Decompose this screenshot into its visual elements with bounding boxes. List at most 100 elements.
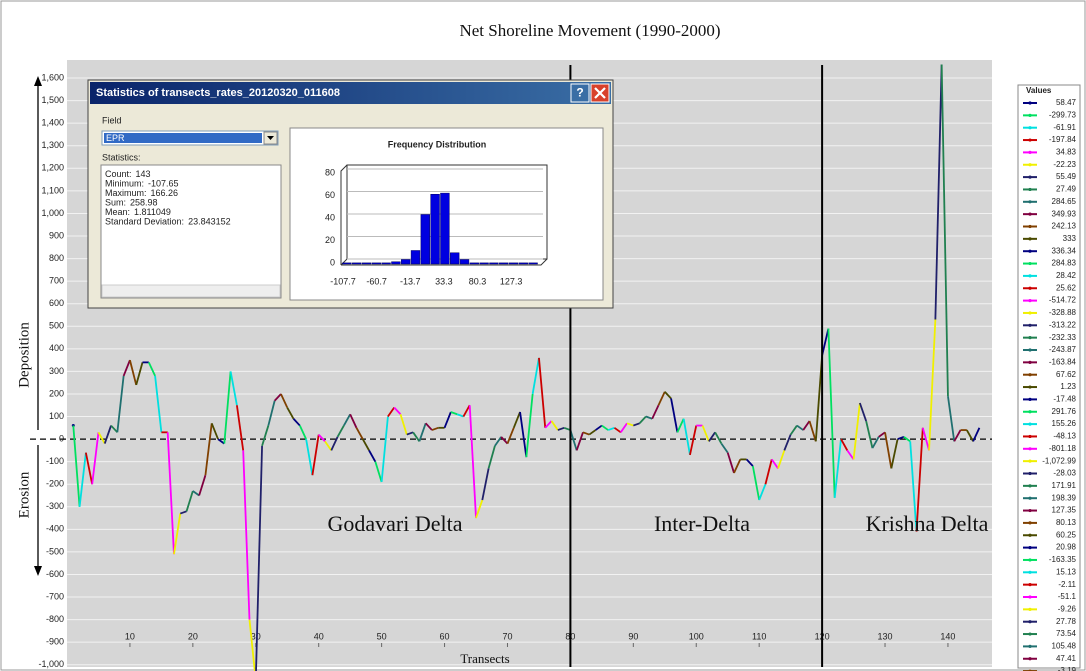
legend-label: -163.84 <box>1049 357 1077 366</box>
line-segment <box>758 483 767 501</box>
histogram-bar <box>381 262 391 265</box>
histogram-bar <box>518 262 528 265</box>
line-segment <box>280 393 289 408</box>
line-segment <box>940 64 949 397</box>
line-segment <box>456 413 464 418</box>
legend-label: 15.13 <box>1056 567 1077 576</box>
y-tick-label: 1,500 <box>41 95 64 105</box>
scrollbar[interactable] <box>101 284 281 298</box>
line-segment <box>846 449 855 460</box>
legend-dot <box>1028 126 1032 130</box>
dropdown-arrow <box>267 136 274 140</box>
line-segment <box>871 436 880 449</box>
line-segment <box>582 431 590 436</box>
line-segment <box>204 423 213 476</box>
legend-dot <box>1028 459 1032 463</box>
legend-label: 25.62 <box>1056 283 1077 292</box>
legend-dot <box>1028 200 1032 204</box>
legend-dot <box>1028 620 1032 624</box>
line-segment <box>343 413 351 426</box>
line-segment <box>682 418 691 456</box>
legend-label: -313.22 <box>1049 320 1077 329</box>
x-tick-label: 110 <box>752 631 766 641</box>
line-segment <box>525 393 534 458</box>
line-segment <box>915 427 924 532</box>
stat-value: 1.811049 <box>134 207 171 217</box>
y-tick-label: 300 <box>49 366 64 376</box>
x-tick-label: 100 <box>689 631 704 641</box>
y-tick-label: 700 <box>49 276 64 286</box>
line-segment <box>878 431 886 438</box>
legend-label: -28.03 <box>1053 469 1076 478</box>
legend-label: -243.87 <box>1049 345 1077 354</box>
line-segment <box>865 420 874 449</box>
y-tick-label: 0 <box>59 433 64 443</box>
x-tick-label: -13.7 <box>400 276 421 286</box>
line-segment <box>481 468 490 501</box>
line-segment <box>129 359 138 386</box>
line-segment <box>443 411 452 429</box>
line-segment <box>626 422 634 427</box>
line-segment <box>814 355 823 442</box>
stat-name: Count: <box>105 169 132 179</box>
stat-name: Standard Deviation: <box>105 217 184 227</box>
chart-title: Net Shoreline Movement (1990-2000) <box>459 21 720 40</box>
line-segment <box>852 402 861 460</box>
line-segment <box>399 414 408 435</box>
legend-label: 336.34 <box>1052 246 1077 255</box>
stat-value: -107.65 <box>148 179 179 189</box>
y-tick-label: 1,100 <box>41 185 64 195</box>
legend-label: -2.11 <box>1058 580 1076 589</box>
histogram-bar <box>479 262 489 265</box>
line-segment <box>305 438 314 476</box>
legend-label: 291.76 <box>1052 407 1077 416</box>
line-segment <box>387 406 395 418</box>
legend-label: 349.93 <box>1052 209 1077 218</box>
legend-label: -22.23 <box>1053 160 1076 169</box>
y-tick-label: 400 <box>49 343 64 353</box>
y-tick-label: -600 <box>46 569 64 579</box>
x-tick-label: -107.7 <box>330 276 356 286</box>
line-segment <box>897 435 905 440</box>
line-segment <box>921 427 930 451</box>
line-segment <box>179 510 187 515</box>
legend-dot <box>1028 521 1032 525</box>
line-segment <box>928 319 937 451</box>
line-segment <box>122 359 131 377</box>
help-button[interactable] <box>570 83 590 103</box>
histogram-bar <box>489 262 499 265</box>
line-segment <box>903 436 911 443</box>
legend-label: 242.13 <box>1052 222 1077 231</box>
y-tick-label: 80 <box>325 167 335 177</box>
line-segment <box>223 371 232 444</box>
line-segment <box>664 391 672 400</box>
histogram-bar <box>450 252 460 265</box>
line-segment <box>380 416 389 483</box>
selection <box>104 133 262 143</box>
legend: Values 58.47 -299.73 -61.91 -197.84 34.83 -22… <box>1017 84 1081 671</box>
line-segment <box>91 432 100 485</box>
line-segment <box>299 425 307 440</box>
legend-dot <box>1028 496 1032 500</box>
legend-dot <box>1028 224 1032 229</box>
stat-name: Mean: <box>105 207 130 217</box>
field-value: EPR <box>106 133 125 143</box>
legend-label: -17.48 <box>1053 395 1076 404</box>
region-label: Godavari Delta <box>328 511 463 536</box>
line-segment <box>286 407 295 420</box>
x-axis-label: Transects <box>460 651 509 666</box>
y-tick-label: -500 <box>46 546 64 556</box>
arrow-head <box>34 76 42 86</box>
line-segment <box>519 411 528 458</box>
line-segment <box>468 405 477 519</box>
y-tick-label: 1,600 <box>41 72 64 82</box>
line-segment <box>953 429 962 442</box>
line-segment <box>248 619 256 671</box>
stat-row: Standard Deviation: 23.843152 <box>105 217 231 227</box>
line-segment <box>777 450 786 469</box>
x-tick-label: 60 <box>440 631 450 641</box>
line-segment <box>708 431 716 442</box>
line-segment <box>406 431 414 436</box>
histogram-bar <box>459 259 470 265</box>
line-segment <box>531 357 540 395</box>
